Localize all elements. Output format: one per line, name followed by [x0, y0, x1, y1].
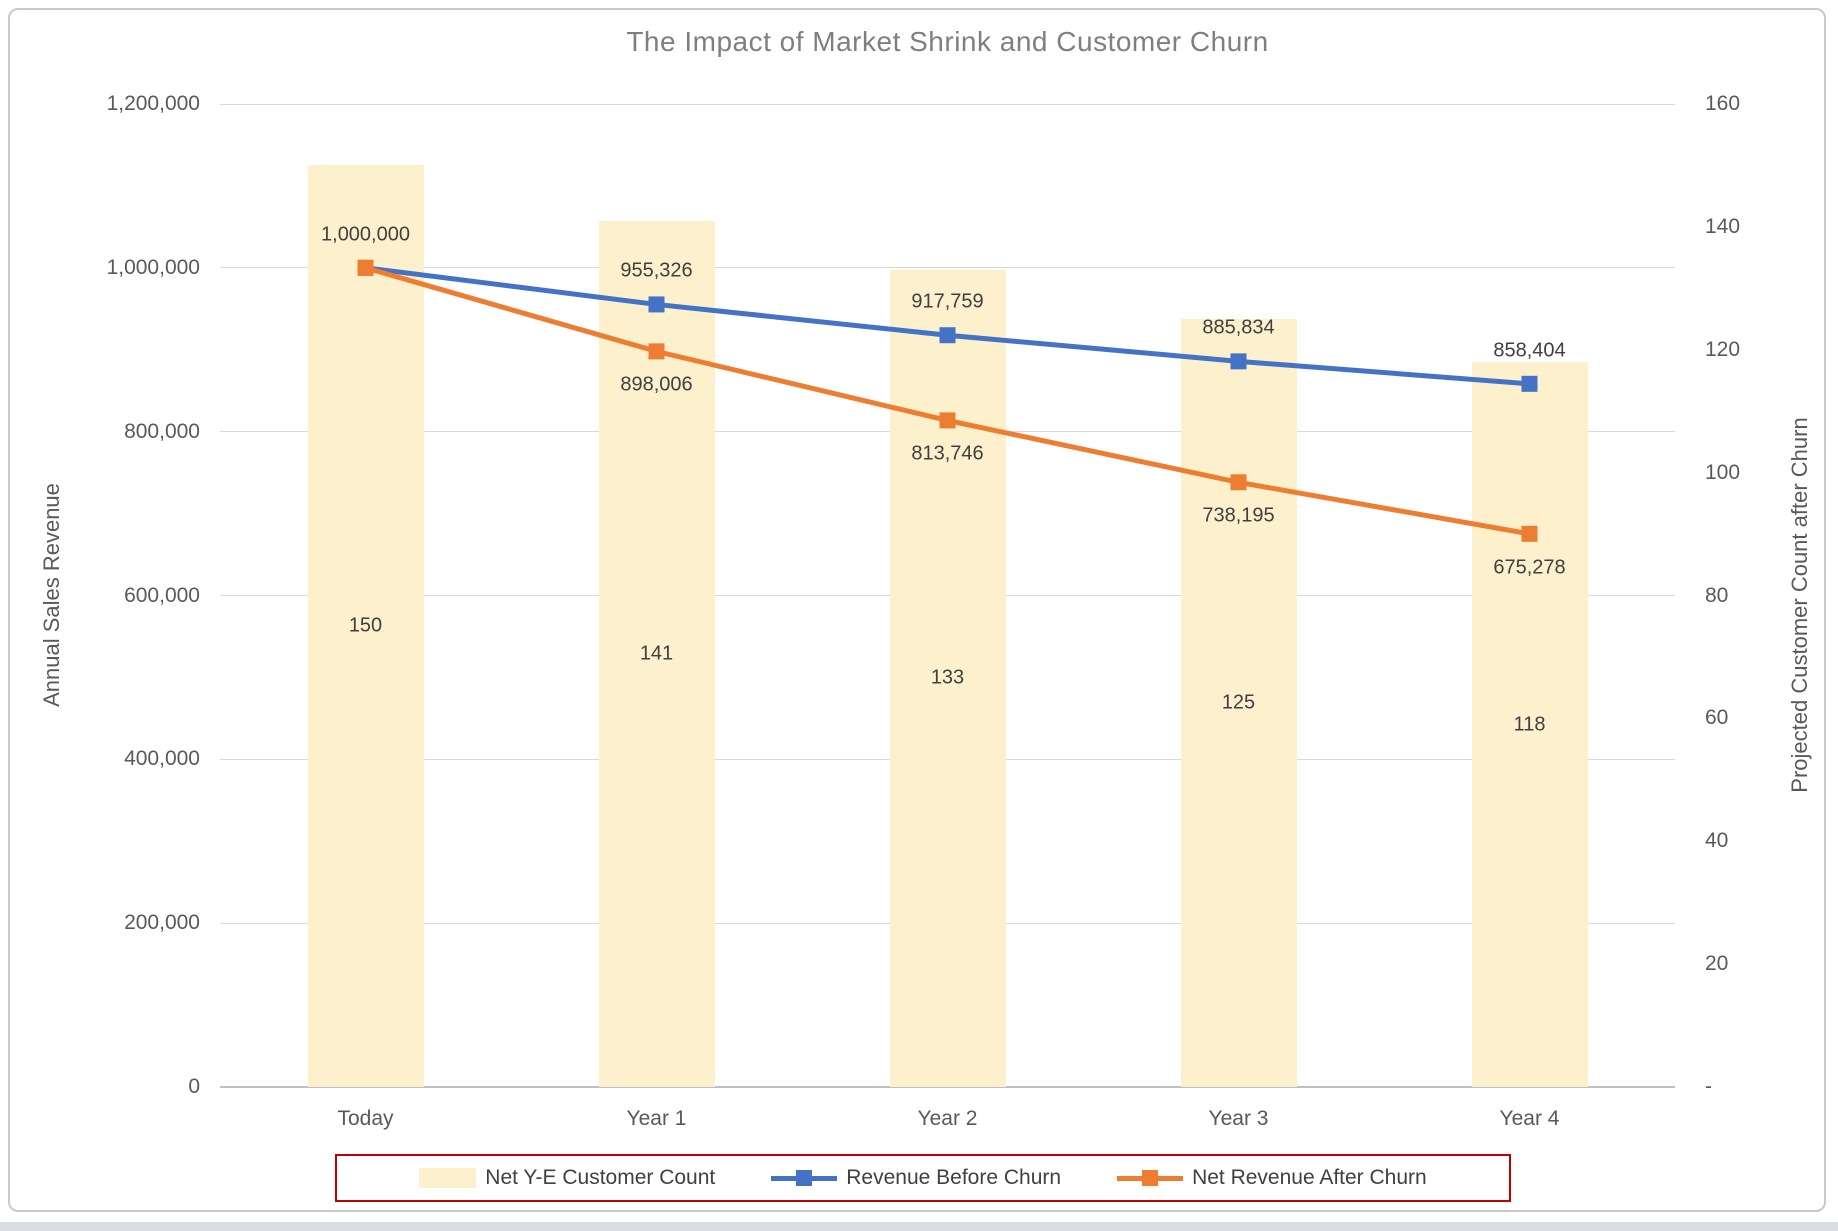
legend: Net Y-E Customer Count Revenue Before Chu… [335, 1154, 1511, 1202]
legend-label: Net Y-E Customer Count [485, 1166, 716, 1189]
plot-area: 150 141 133 125 118 1,000,000 955,326 917,759 88… [220, 103, 1675, 1088]
point-data-label: 898,006 [620, 373, 693, 396]
bar-data-label: 150 [348, 614, 383, 637]
point-data-label: 813,746 [911, 442, 984, 465]
bar-net-y-e-customer-count[interactable] [598, 220, 715, 1087]
right-axis-tick: 20 [1705, 952, 1729, 976]
right-axis-tick: 60 [1705, 706, 1729, 730]
line-series-canvas [357, 259, 1538, 542]
line-revenue-before-churn[interactable] [365, 265, 1530, 387]
point-data-label: 885,834 [1202, 316, 1275, 339]
legend-item-net-revenue-after-churn[interactable]: Net Revenue After Churn [1117, 1166, 1427, 1190]
category-label: Year 2 [917, 1107, 978, 1130]
bar-data-label: 125 [1221, 691, 1256, 714]
marker-net-revenue-after-churn[interactable] [1230, 474, 1247, 491]
window-edge-strip [0, 1222, 1838, 1231]
bar-net-y-e-customer-count[interactable] [889, 269, 1006, 1087]
marker-revenue-before-churn[interactable] [1521, 375, 1538, 392]
marker-net-revenue-after-churn[interactable] [648, 343, 665, 360]
bar-data-label: 133 [930, 666, 965, 689]
marker-net-revenue-after-churn[interactable] [1521, 525, 1538, 542]
legend-item-revenue-before-churn[interactable]: Revenue Before Churn [771, 1166, 1061, 1190]
left-axis-tick: 1,200,000 [106, 92, 200, 115]
bar-net-y-e-customer-count[interactable] [1180, 319, 1297, 1087]
legend-line-swatch-icon [771, 1169, 838, 1187]
marker-net-revenue-after-churn[interactable] [939, 412, 956, 429]
category-label: Year 3 [1208, 1107, 1269, 1130]
bar-data-label: 141 [639, 642, 674, 665]
point-data-label: 858,404 [1493, 339, 1566, 362]
x-axis-line [220, 1086, 1675, 1088]
bar-net-y-e-customer-count[interactable] [307, 165, 424, 1087]
legend-label: Revenue Before Churn [846, 1166, 1062, 1189]
bar-net-y-e-customer-count[interactable] [1471, 362, 1588, 1087]
point-data-label: 1,000,000 [321, 223, 410, 246]
legend-marker-icon [1142, 1170, 1159, 1186]
point-data-label: 675,278 [1493, 556, 1566, 579]
right-axis-tick: 40 [1705, 829, 1729, 853]
right-axis-tick: 120 [1705, 337, 1741, 361]
point-data-label: 955,326 [620, 259, 693, 282]
legend-marker-icon [796, 1170, 813, 1186]
marker-revenue-before-churn[interactable] [648, 296, 665, 313]
right-axis-tick: 100 [1705, 460, 1741, 484]
marker-revenue-before-churn[interactable] [1230, 353, 1247, 370]
gridline [220, 267, 1675, 269]
right-axis-tick: 140 [1705, 214, 1741, 238]
legend-bar-swatch-icon [419, 1168, 477, 1188]
left-axis-tick: 600,000 [124, 583, 200, 607]
marker-revenue-before-churn[interactable] [939, 327, 956, 344]
left-axis-tick: 800,000 [124, 419, 200, 443]
legend-item-net-y-e-customer-count[interactable]: Net Y-E Customer Count [419, 1166, 715, 1190]
legend-label: Net Revenue After Churn [1192, 1166, 1427, 1189]
left-axis-tick: 0 [188, 1075, 200, 1098]
category-label: Year 4 [1499, 1107, 1560, 1130]
right-axis-tick: 80 [1705, 583, 1729, 607]
right-axis-title: Projected Customer Count after Churn [1787, 417, 1812, 793]
left-axis-tick: 1,000,000 [106, 255, 200, 279]
point-data-label: 917,759 [911, 290, 984, 313]
left-axis-tick: 400,000 [124, 747, 200, 771]
chart-title: The Impact of Market Shrink and Customer… [626, 26, 1269, 57]
point-data-label: 738,195 [1202, 504, 1275, 527]
marker-net-revenue-after-churn[interactable] [357, 259, 374, 276]
legend-line-swatch-icon [1117, 1169, 1184, 1187]
bar-data-label: 118 [1513, 713, 1546, 736]
right-axis-tick: - [1705, 1075, 1712, 1098]
category-label: Today [337, 1107, 394, 1130]
right-axis-tick: 160 [1705, 92, 1741, 115]
left-axis-tick: 200,000 [124, 911, 200, 935]
category-label: Year 1 [626, 1107, 687, 1130]
gridline [220, 103, 1675, 105]
